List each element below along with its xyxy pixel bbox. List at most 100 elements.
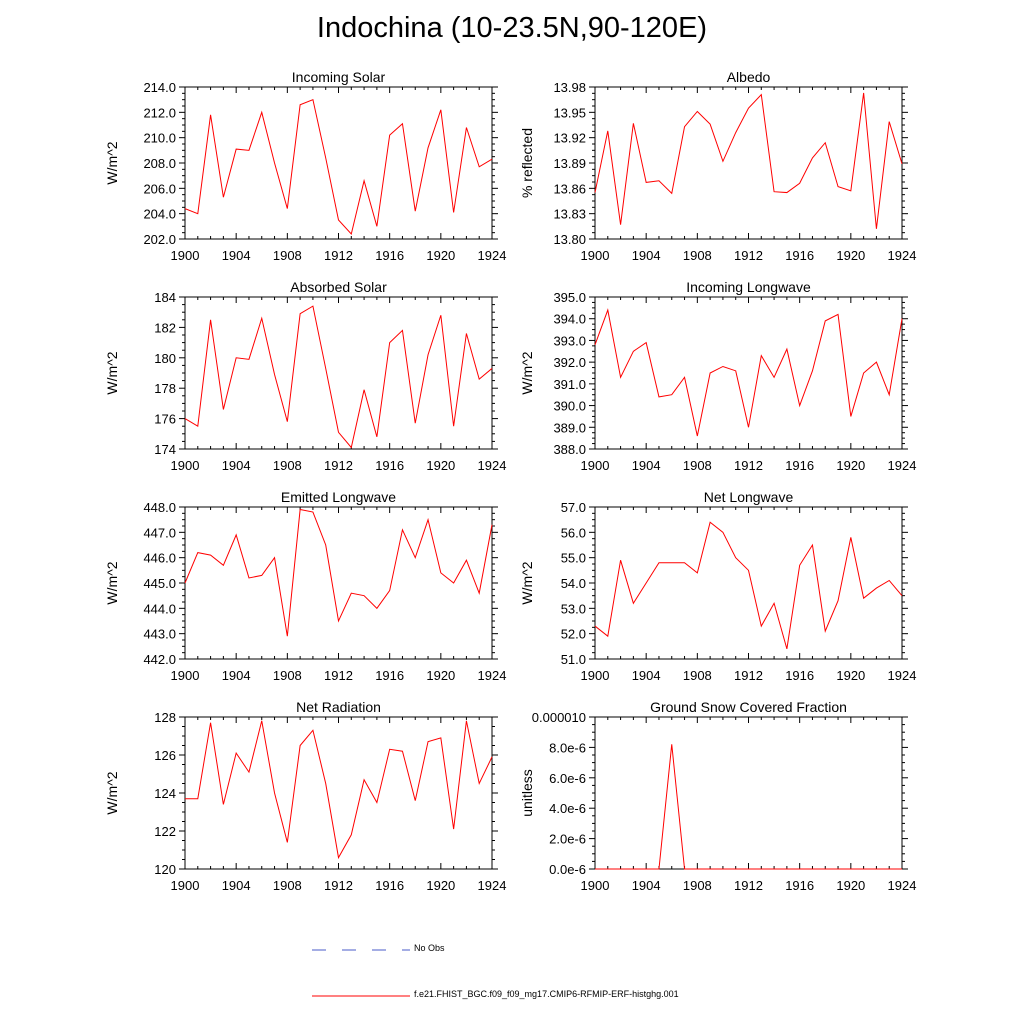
- panel-title: Incoming Longwave: [686, 279, 811, 295]
- x-tick-label: 1900: [171, 248, 200, 263]
- y-axis-label: W/m^2: [519, 561, 535, 604]
- y-tick-label: 214.0: [143, 80, 176, 95]
- x-tick-label: 1904: [222, 458, 251, 473]
- x-tick-label: 1916: [785, 248, 814, 263]
- legend-swatch-model: [312, 995, 410, 997]
- series-line: [185, 720, 493, 860]
- plot-frame: [184, 716, 493, 870]
- y-tick-label: 180: [154, 351, 176, 366]
- x-tick-label: 1908: [273, 668, 302, 683]
- y-tick-label: 13.95: [553, 105, 586, 120]
- x-tick-label: 1900: [171, 878, 200, 893]
- y-tick-label: 56.0: [561, 525, 586, 540]
- y-tick-label: 57.0: [561, 500, 586, 515]
- y-tick-label: 53.0: [561, 601, 586, 616]
- y-tick-label: 204.0: [143, 207, 176, 222]
- x-tick-label: 1924: [888, 248, 917, 263]
- x-tick-label: 1912: [324, 878, 353, 893]
- x-tick-label: 1920: [426, 458, 455, 473]
- x-tick-label: 1912: [324, 248, 353, 263]
- x-tick-label: 1900: [171, 458, 200, 473]
- y-tick-label: 395.0: [553, 290, 586, 305]
- panel-5: 1900 1904 1908 1912 1916 1920 1924 51.0 52.0 53.0…: [519, 489, 916, 683]
- x-tick-label: 1912: [734, 458, 763, 473]
- x-tick-label: 1900: [581, 458, 610, 473]
- x-tick-label: 1908: [683, 248, 712, 263]
- y-tick-label: 210.0: [143, 131, 176, 146]
- y-tick-label: 208.0: [143, 156, 176, 171]
- y-tick-label: 6.0e-6: [549, 771, 586, 786]
- panel-title: Net Longwave: [704, 489, 794, 505]
- y-tick-label: 443.0: [143, 627, 176, 642]
- x-tick-label: 1920: [836, 248, 865, 263]
- y-tick-label: 393.0: [553, 333, 586, 348]
- x-tick-label: 1920: [426, 248, 455, 263]
- y-tick-label: 13.86: [553, 181, 586, 196]
- y-tick-label: 388.0: [553, 442, 586, 457]
- plot-frame: [184, 86, 493, 240]
- series-line: [594, 92, 903, 229]
- plot-frame: [184, 296, 493, 450]
- x-tick-label: 1908: [683, 668, 712, 683]
- x-tick-label: 1924: [478, 248, 507, 263]
- x-tick-label: 1916: [375, 248, 404, 263]
- panel-title: Albedo: [727, 69, 771, 85]
- y-tick-label: 212.0: [143, 105, 176, 120]
- x-tick-label: 1904: [632, 458, 661, 473]
- y-axis-label: % reflected: [519, 128, 535, 198]
- x-tick-label: 1912: [324, 458, 353, 473]
- x-tick-label: 1912: [734, 248, 763, 263]
- y-tick-label: 447.0: [143, 525, 176, 540]
- series-line: [595, 744, 902, 870]
- x-tick-label: 1920: [426, 668, 455, 683]
- x-tick-label: 1916: [785, 668, 814, 683]
- x-tick-label: 1924: [888, 458, 917, 473]
- y-tick-label: 394.0: [553, 312, 586, 327]
- series-line: [184, 305, 493, 449]
- y-axis-label: W/m^2: [104, 141, 120, 184]
- y-tick-label: 184: [154, 290, 176, 305]
- x-tick-label: 1916: [785, 878, 814, 893]
- y-tick-label: 182: [154, 320, 176, 335]
- y-tick-label: 390.0: [553, 399, 586, 414]
- x-tick-label: 1904: [222, 248, 251, 263]
- y-tick-label: 120: [154, 862, 176, 877]
- y-tick-label: 448.0: [143, 500, 176, 515]
- panel-title: Emitted Longwave: [281, 489, 396, 505]
- x-tick-label: 1920: [836, 458, 865, 473]
- x-tick-label: 1908: [273, 248, 302, 263]
- panel-7: 1900 1904 1908 1912 1916 1920 1924 0.0e-6 2.0e-6…: [519, 699, 916, 893]
- x-tick-label: 1912: [734, 668, 763, 683]
- legend-label-model: f.e21.FHIST_BGC.f09_f09_mg17.CMIP6-RFMIP…: [414, 989, 679, 999]
- y-tick-label: 52.0: [561, 627, 586, 642]
- series-line: [594, 308, 903, 437]
- y-tick-label: 55.0: [561, 551, 586, 566]
- y-tick-label: 391.0: [553, 377, 586, 392]
- y-tick-label: 13.83: [553, 207, 586, 222]
- panel-1: 1900 1904 1908 1912 1916 1920 1924 13.80 13.83 13…: [519, 69, 916, 263]
- x-tick-label: 1924: [888, 878, 917, 893]
- y-tick-label: 13.80: [553, 232, 586, 247]
- x-tick-label: 1908: [273, 878, 302, 893]
- panel-2: 1900 1904 1908 1912 1916 1920 1924 174 176 178 180…: [104, 279, 506, 473]
- panel-title: Net Radiation: [296, 699, 381, 715]
- panel-title: Incoming Solar: [292, 69, 386, 85]
- x-tick-label: 1920: [836, 878, 865, 893]
- y-tick-label: 445.0: [143, 576, 176, 591]
- y-tick-label: 174: [154, 442, 176, 457]
- x-tick-label: 1916: [785, 458, 814, 473]
- series-line: [184, 98, 493, 235]
- x-tick-label: 1924: [478, 878, 507, 893]
- panel-6: 1900 1904 1908 1912 1916 1920 1924 120 122 124 126…: [104, 699, 506, 893]
- x-tick-label: 1920: [426, 878, 455, 893]
- y-tick-label: 4.0e-6: [549, 801, 586, 816]
- x-tick-label: 1900: [171, 668, 200, 683]
- panel-title: Ground Snow Covered Fraction: [650, 699, 847, 715]
- y-tick-label: 176: [154, 412, 176, 427]
- x-tick-label: 1924: [478, 668, 507, 683]
- y-tick-label: 446.0: [143, 551, 176, 566]
- plot-frame: [594, 506, 903, 660]
- y-tick-label: 13.92: [553, 131, 586, 146]
- x-tick-label: 1904: [632, 668, 661, 683]
- panel-title: Absorbed Solar: [290, 279, 387, 295]
